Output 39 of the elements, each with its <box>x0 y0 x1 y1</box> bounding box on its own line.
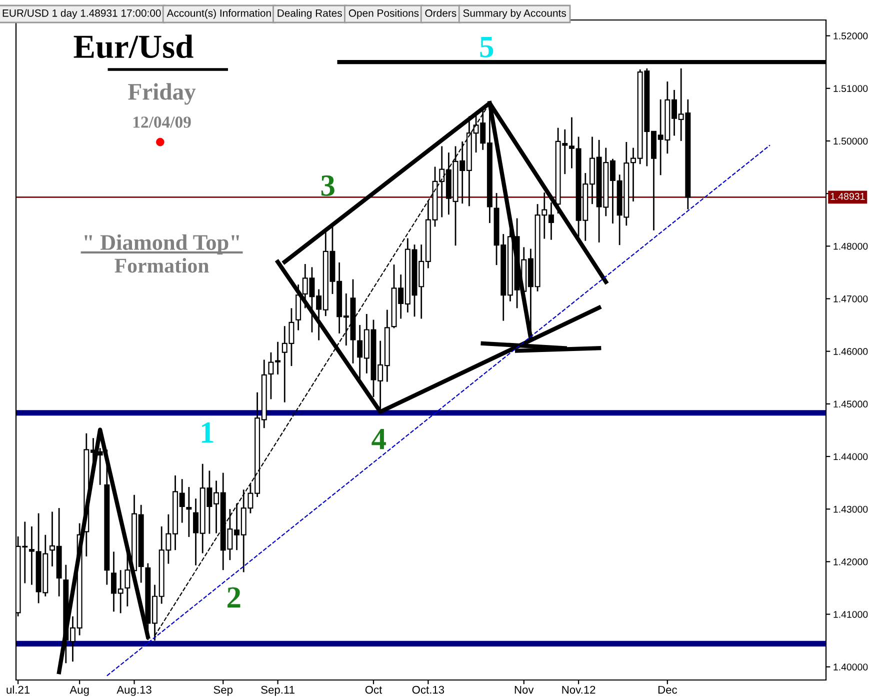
annotation: 5 <box>480 37 494 58</box>
text: Summary by Accounts <box>463 9 566 19</box>
x-tick-label: Dec <box>658 686 678 694</box>
chart-title: Eur/Usd <box>74 34 194 58</box>
y-tick-label: 1.52000 <box>834 32 868 40</box>
y-tick-label: 1.45000 <box>834 400 868 408</box>
x-tick-label: Nov.12 <box>562 686 596 694</box>
y-tick-label: 1.40000 <box>834 664 868 670</box>
text: Dealing Rates <box>278 9 342 19</box>
x-tick-label: Sep <box>214 686 233 696</box>
y-tick-label: 1.46000 <box>834 348 868 355</box>
y-tick-label: 1.51000 <box>834 85 868 92</box>
y-tick-label: 1.41000 <box>834 610 868 618</box>
y-tick-label: 1.48000 <box>834 242 868 250</box>
annotation: " Diamond Top" <box>84 234 240 254</box>
ref-line-label: 1.48931 <box>830 192 865 200</box>
text: Open Positions <box>348 9 419 19</box>
x-tick-label: ul.21 <box>6 686 30 694</box>
x-tick-label: Nov <box>514 686 534 694</box>
y-tick-label: 1.43000 <box>834 506 868 513</box>
annotation: 12/04/09 <box>134 116 191 128</box>
text: Friday <box>128 83 196 105</box>
annotation: 1 <box>202 422 214 442</box>
x-tick-label: Oct.13 <box>412 686 444 694</box>
annotation: 2 <box>228 587 240 608</box>
text: Account(s) Information <box>166 9 271 19</box>
x-tick-label: Sep.11 <box>261 686 294 696</box>
y-tick-label: 1.50000 <box>834 138 868 145</box>
x-tick-label: Oct <box>365 686 382 694</box>
annotation: 4 <box>372 428 386 450</box>
x-tick-label: Aug <box>70 686 89 696</box>
y-tick-label: 1.47000 <box>834 295 868 302</box>
text: Orders <box>425 9 456 17</box>
y-tick-label: 1.42000 <box>834 558 868 566</box>
y-tick-label: 1.44000 <box>834 453 868 460</box>
annotation: 3 <box>321 175 334 196</box>
x-tick-label: Aug.13 <box>116 686 152 696</box>
annotation: Formation <box>114 258 209 273</box>
text: EUR/USD 1 day 1.48931 17:00:00 <box>2 9 161 19</box>
